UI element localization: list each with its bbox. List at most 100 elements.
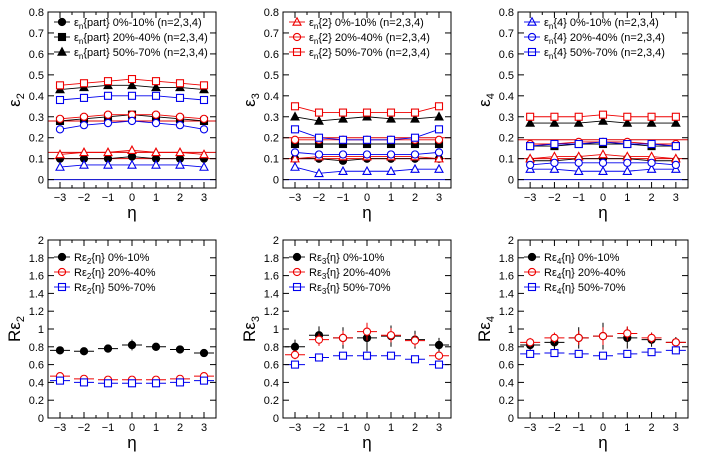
x-tick-label: 0 bbox=[600, 192, 606, 204]
data-point bbox=[623, 158, 632, 168]
legend-entry: Rε2{η} 50%-70% bbox=[74, 282, 156, 296]
x-tick-label: 0 bbox=[129, 192, 135, 204]
data-point bbox=[199, 114, 209, 124]
x-tick-label: −2 bbox=[313, 192, 326, 204]
data-point bbox=[386, 331, 396, 340]
data-point bbox=[175, 93, 185, 102]
data-point bbox=[290, 360, 300, 369]
data-point bbox=[434, 102, 444, 111]
x-tick-label: −1 bbox=[102, 192, 115, 204]
y-tick-label: 0.6 bbox=[499, 49, 514, 61]
data-point bbox=[314, 150, 324, 159]
y-tick-label: 0.2 bbox=[264, 395, 279, 407]
data-point bbox=[550, 158, 559, 168]
legend-entry: εn{4} 0%-10% (n=2,3,4) bbox=[544, 17, 659, 31]
legend-entry: εn{2} 20%-40% (n=2,3,4) bbox=[309, 32, 430, 46]
y-tick-label: 0 bbox=[273, 175, 279, 187]
y-tick-label: 0.8 bbox=[499, 7, 514, 19]
series-reps3-1 bbox=[285, 322, 449, 361]
legend-entry: εn{4} 50%-70% (n=2,3,4) bbox=[544, 47, 665, 61]
data-point bbox=[55, 125, 65, 134]
data-point bbox=[151, 82, 161, 92]
chart-panel-reps4: −3 −2 −1 0 1 2 3 0 0.2 0.4 0.6 0.8 1 1.2 1.4 1.6 1.8 2 η Rε… bbox=[475, 235, 689, 452]
x-tick-label: −3 bbox=[524, 422, 537, 434]
data-point bbox=[574, 139, 583, 149]
data-point bbox=[55, 346, 65, 355]
data-point bbox=[550, 139, 559, 149]
x-tick-label: 3 bbox=[436, 422, 442, 434]
data-point bbox=[290, 350, 300, 359]
y-tick-label: 0.2 bbox=[29, 395, 44, 407]
data-point bbox=[574, 158, 583, 168]
series-eps3-1 bbox=[290, 139, 444, 149]
data-point bbox=[526, 349, 535, 358]
data-point bbox=[175, 345, 185, 354]
data-point bbox=[574, 349, 583, 358]
data-point bbox=[103, 159, 113, 169]
data-point bbox=[623, 349, 632, 358]
data-point bbox=[338, 108, 348, 117]
x-axis-label: η bbox=[362, 433, 371, 452]
data-point bbox=[338, 333, 348, 343]
data-point bbox=[127, 379, 137, 388]
data-point bbox=[290, 342, 300, 351]
data-point bbox=[127, 152, 137, 161]
y-tick-label: 1.8 bbox=[499, 253, 514, 265]
y-tick-label: 1.6 bbox=[264, 271, 279, 283]
y-tick-label: 0.4 bbox=[29, 377, 44, 389]
data-point bbox=[550, 348, 559, 358]
y-tick-label: 2 bbox=[38, 235, 44, 247]
y-tick-label: 1.2 bbox=[29, 306, 44, 318]
data-point bbox=[598, 115, 608, 125]
series-reps2-0 bbox=[50, 339, 214, 358]
x-tick-label: 2 bbox=[177, 192, 183, 204]
data-point bbox=[671, 338, 681, 347]
series-eps3-2 bbox=[290, 111, 444, 125]
y-tick-label: 1.6 bbox=[499, 271, 514, 283]
data-point bbox=[103, 77, 113, 86]
chart-panel-reps2: −3 −2 −1 0 1 2 3 0 0.2 0.4 0.6 0.8 1 1.2 1.4 1.6 1.8 2 η Rε… bbox=[5, 235, 217, 452]
data-point bbox=[573, 117, 584, 127]
data-point bbox=[175, 120, 185, 130]
x-tick-label: 1 bbox=[388, 192, 394, 204]
data-point bbox=[290, 111, 300, 121]
y-tick-label: 1.4 bbox=[499, 288, 514, 300]
y-tick-label: 0.3 bbox=[499, 112, 514, 124]
y-tick-label: 0.4 bbox=[264, 377, 279, 389]
y-tick-label: 2 bbox=[273, 235, 279, 247]
data-point bbox=[314, 115, 324, 125]
data-point bbox=[127, 74, 137, 84]
data-point bbox=[386, 165, 396, 175]
x-tick-label: −2 bbox=[78, 422, 91, 434]
y-tick-label: 0.2 bbox=[264, 133, 279, 145]
data-point bbox=[175, 159, 185, 169]
y-tick-label: 1.8 bbox=[29, 253, 44, 265]
y-tick-label: 0.5 bbox=[264, 70, 279, 82]
data-point bbox=[410, 355, 420, 364]
data-point bbox=[175, 79, 185, 88]
data-point bbox=[671, 160, 681, 170]
series-eps3-8 bbox=[290, 125, 444, 144]
data-point bbox=[199, 81, 209, 90]
data-point bbox=[151, 159, 161, 169]
data-point bbox=[598, 110, 608, 119]
data-point bbox=[386, 108, 396, 117]
data-point bbox=[199, 161, 209, 171]
y-tick-label: 0 bbox=[508, 413, 514, 425]
data-point bbox=[127, 116, 137, 126]
data-point bbox=[314, 108, 324, 117]
series-eps3-5 bbox=[290, 102, 444, 117]
data-point bbox=[623, 329, 632, 338]
y-tick-label: 0.6 bbox=[264, 360, 279, 372]
x-tick-label: 1 bbox=[388, 422, 394, 434]
data-point bbox=[647, 112, 656, 121]
x-axis-label: η bbox=[598, 433, 607, 452]
data-point bbox=[646, 151, 657, 161]
data-point bbox=[314, 133, 324, 142]
x-tick-label: 0 bbox=[364, 422, 370, 434]
y-tick-label: 0 bbox=[508, 175, 514, 187]
legend-entry: εn{2} 50%-70% (n=2,3,4) bbox=[309, 47, 430, 61]
data-point bbox=[386, 113, 396, 123]
data-point bbox=[199, 348, 209, 358]
data-point bbox=[574, 333, 583, 343]
